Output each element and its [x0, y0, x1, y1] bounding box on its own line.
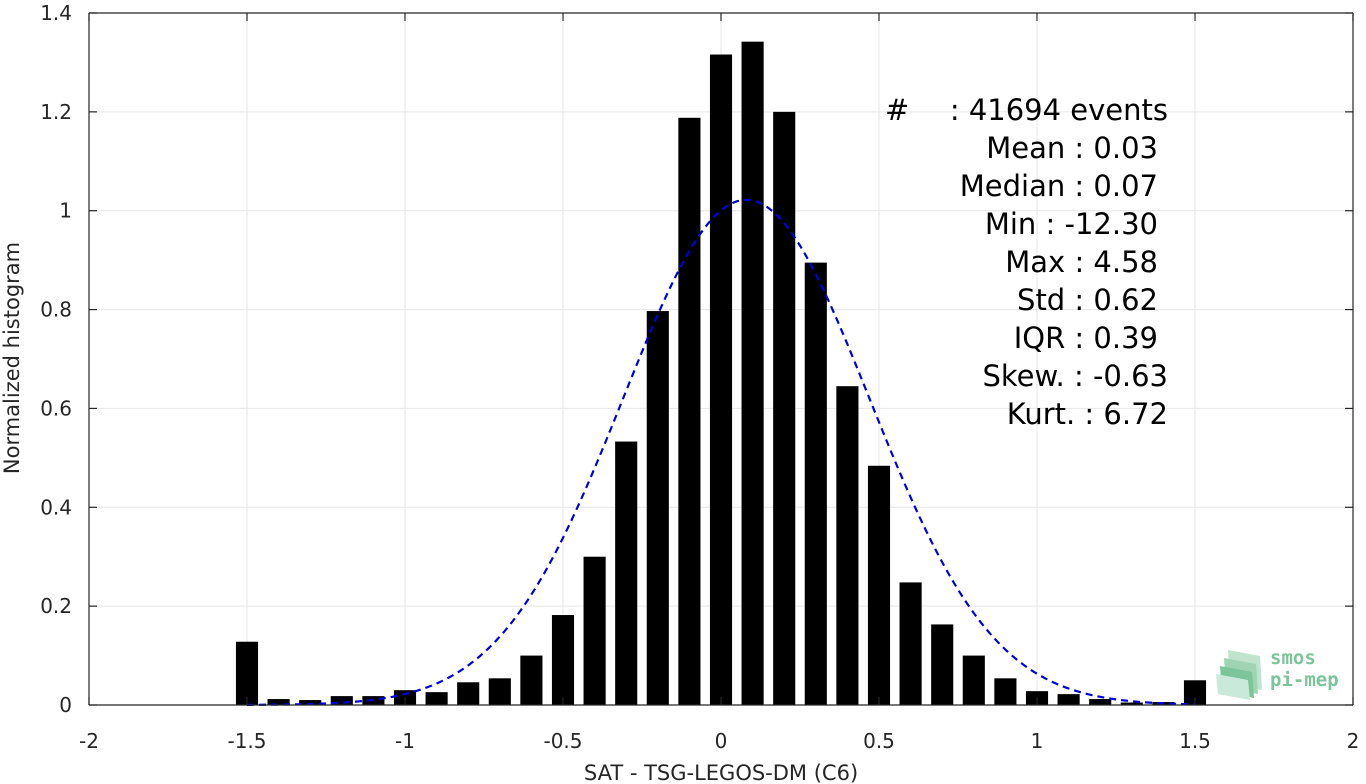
histogram-bar: [267, 699, 290, 705]
x-tick-label: -2: [79, 729, 99, 753]
histogram-bar: [1183, 680, 1207, 705]
histogram-bar: [615, 441, 638, 705]
stats-box: # : 41694 events Mean : 0.03 Median : 0.07 M…: [885, 93, 1168, 431]
stat-line: Max : 4.58: [1005, 245, 1158, 279]
histogram-bar: [709, 54, 733, 705]
histogram-bar: [1089, 699, 1112, 705]
x-tick-label: 0.5: [863, 729, 895, 753]
histogram-bar: [425, 692, 448, 705]
histogram-bar: [551, 615, 575, 705]
histogram-bar: [646, 311, 669, 705]
histogram-bar: [583, 556, 606, 705]
histogram-bar: [520, 655, 543, 705]
y-tick-label: 0.8: [40, 298, 72, 322]
histogram-bar: [299, 700, 322, 705]
histogram-bar: [330, 696, 353, 705]
axes-frame: [88, 12, 1354, 706]
x-tick-label: 0: [715, 729, 728, 753]
smos-pi-mep-logo: smos pi-mep: [1216, 647, 1339, 700]
histogram-bar: [899, 582, 922, 705]
logo-text-pi-mep: pi-mep: [1270, 669, 1339, 691]
histogram-bar: [867, 465, 891, 705]
x-tick-label: 2: [1347, 729, 1360, 753]
x-tick-label: 1.5: [1179, 729, 1211, 753]
y-tick-label: 1.4: [40, 1, 72, 25]
histogram-bar: [836, 386, 859, 705]
y-tick-labels: 0 0.2 0.4 0.6 0.8 1 1.2 1.4: [40, 1, 72, 717]
logo-layers-icon: [1216, 650, 1262, 700]
gaussian-fit-curve: [246, 198, 1196, 706]
stat-line: Median : 0.07: [960, 169, 1158, 203]
stat-count-label: #: [885, 93, 909, 127]
stat-line: Min : -12.30: [985, 207, 1158, 241]
y-axis-label: Normalized histogram: [0, 242, 24, 474]
stat-line: Mean : 0.03: [986, 131, 1158, 165]
y-tick-label: 0: [59, 693, 72, 717]
histogram-bar: [741, 41, 764, 705]
x-tick-label: -1: [395, 729, 415, 753]
logo-text-smos: smos: [1270, 647, 1316, 669]
stat-line: Kurt. : 6.72: [1007, 397, 1168, 431]
histogram-bar: [1057, 694, 1080, 705]
histogram-bar: [678, 117, 701, 705]
x-tick-label: -1.5: [227, 729, 266, 753]
y-tick-label: 1: [59, 199, 72, 223]
histogram-bar: [804, 262, 827, 705]
x-tick-label: -0.5: [543, 729, 582, 753]
histogram-bar: [773, 111, 796, 706]
histogram-bar: [457, 682, 480, 705]
stat-line: IQR : 0.39: [1014, 321, 1158, 355]
x-axis-label: SAT - TSG-LEGOS-DM (C6): [584, 761, 858, 784]
x-tick-label: 1: [1031, 729, 1044, 753]
histogram-bar: [931, 624, 954, 705]
y-tick-label: 0.2: [40, 594, 72, 618]
y-tick-label: 0.4: [40, 495, 72, 519]
y-tick-label: 0.6: [40, 396, 72, 420]
histogram-bar: [962, 655, 985, 705]
stat-line: Std : 0.62: [1017, 283, 1158, 317]
stat-line: Skew. : -0.63: [982, 359, 1168, 393]
histogram-bar: [488, 678, 511, 705]
histogram-bar: [235, 641, 259, 705]
histogram-bar: [1120, 702, 1143, 705]
histogram-bar: [994, 678, 1017, 705]
stat-count-value: : 41694 events: [950, 93, 1168, 127]
y-tick-label: 1.2: [40, 100, 72, 124]
x-tick-labels: -2 -1.5 -1 -0.5 0 0.5 1 1.5 2: [79, 729, 1359, 753]
